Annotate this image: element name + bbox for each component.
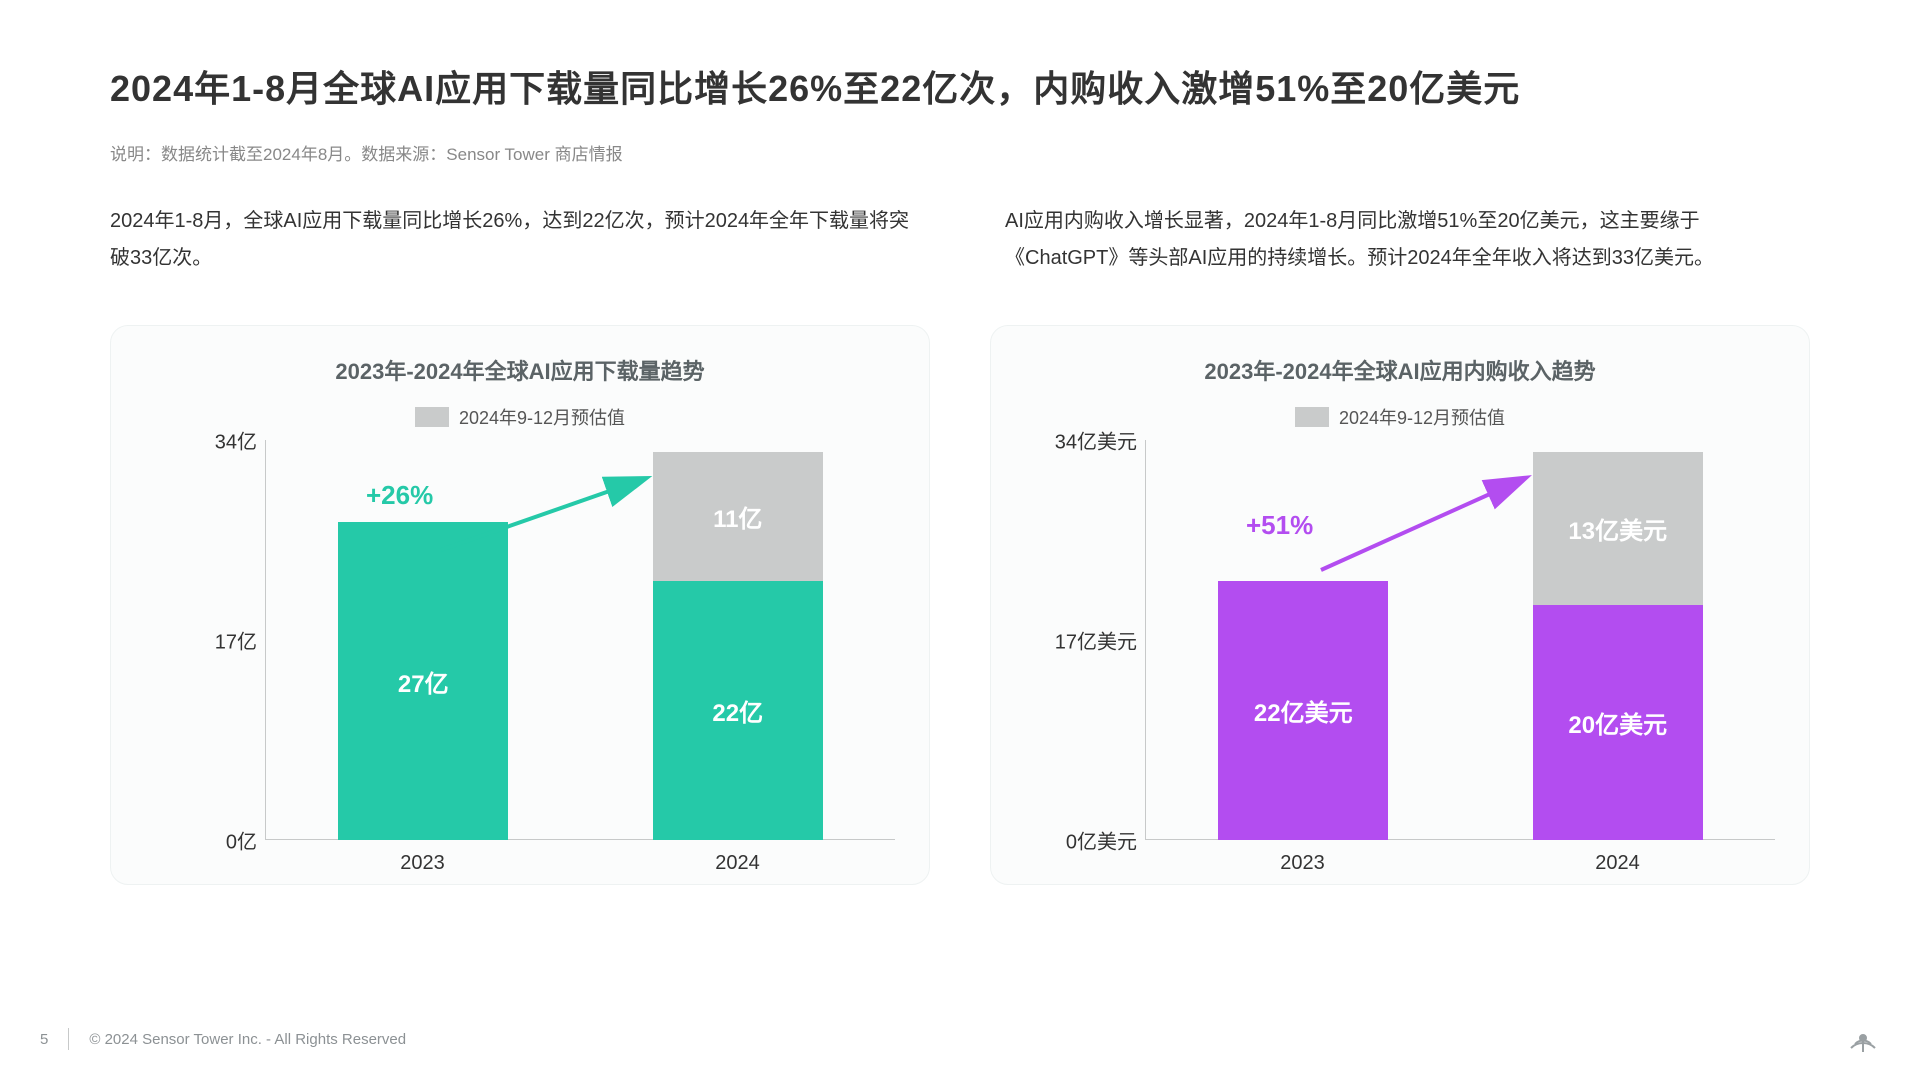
y-tick-label: 17亿: [215, 626, 257, 655]
bar-slot: 13亿美元20亿美元: [1461, 440, 1776, 840]
bar: 13亿美元20亿美元: [1533, 452, 1703, 840]
revenue-x-axis: 20232024: [1145, 840, 1775, 875]
downloads-y-axis: 0亿17亿34亿: [145, 440, 265, 840]
revenue-plot-area: 22亿美元13亿美元20亿美元 +51%: [1145, 440, 1775, 840]
y-tick-label: 34亿: [215, 426, 257, 455]
bar-segment-actual: 27亿: [338, 522, 508, 840]
bar: 27亿: [338, 522, 508, 840]
legend-label: 2024年9-12月预估值: [1339, 404, 1505, 430]
y-tick-label: 0亿: [226, 826, 257, 855]
x-tick-label: 2023: [1145, 840, 1460, 875]
bar: 22亿美元: [1218, 581, 1388, 840]
downloads-plot-area: 27亿11亿22亿 +26%: [265, 440, 895, 840]
revenue-chart-card: 2023年-2024年全球AI应用内购收入趋势 2024年9-12月预估值 0亿…: [990, 325, 1810, 885]
revenue-y-axis: 0亿美元17亿美元34亿美元: [1025, 440, 1145, 840]
downloads-plot: 0亿17亿34亿 27亿11亿22亿 +26%: [145, 440, 895, 840]
bar-segment-estimate: 11亿: [653, 452, 823, 581]
revenue-chart-legend: 2024年9-12月预估值: [1025, 404, 1775, 430]
y-tick-label: 0亿美元: [1066, 826, 1137, 855]
downloads-chart-card: 2023年-2024年全球AI应用下载量趋势 2024年9-12月预估值 0亿1…: [110, 325, 930, 885]
charts-row: 2023年-2024年全球AI应用下载量趋势 2024年9-12月预估值 0亿1…: [110, 325, 1810, 885]
revenue-plot: 0亿美元17亿美元34亿美元 22亿美元13亿美元20亿美元 +51%: [1025, 440, 1775, 840]
description-right: AI应用内购收入增长显著，2024年1-8月同比激增51%至20亿美元，这主要缘…: [1005, 203, 1810, 277]
downloads-x-axis: 20232024: [265, 840, 895, 875]
bar-slot: 27亿: [266, 440, 581, 840]
legend-swatch: [415, 407, 449, 427]
y-tick-label: 17亿美元: [1055, 626, 1137, 655]
bar-slot: 22亿美元: [1146, 440, 1461, 840]
description-row: 2024年1-8月，全球AI应用下载量同比增长26%，达到22亿次，预计2024…: [110, 203, 1810, 277]
x-tick-label: 2024: [1460, 840, 1775, 875]
sensor-tower-logo-icon: [1846, 1020, 1880, 1058]
x-tick-label: 2024: [580, 840, 895, 875]
bar-segment-estimate: 13亿美元: [1533, 452, 1703, 605]
page-number: 5: [40, 1031, 48, 1048]
revenue-bars: 22亿美元 13亿美元20亿美元: [1146, 440, 1775, 840]
downloads-chart-title: 2023年-2024年全球AI应用下载量趋势: [145, 354, 895, 386]
subtitle: 说明：数据统计截至2024年8月。数据来源：Sensor Tower 商店情报: [110, 140, 1810, 165]
page-title: 2024年1-8月全球AI应用下载量同比增长26%至22亿次，内购收入激增51%…: [110, 60, 1810, 112]
bar-slot: 11亿22亿: [581, 440, 896, 840]
bar: 11亿22亿: [653, 452, 823, 840]
downloads-bars: 27亿 11亿22亿: [266, 440, 895, 840]
bar-segment-actual: 22亿美元: [1218, 581, 1388, 840]
legend-label: 2024年9-12月预估值: [459, 404, 625, 430]
bar-segment-actual: 22亿: [653, 581, 823, 840]
footer-separator: [68, 1028, 69, 1050]
description-left: 2024年1-8月，全球AI应用下载量同比增长26%，达到22亿次，预计2024…: [110, 203, 915, 277]
revenue-chart-title: 2023年-2024年全球AI应用内购收入趋势: [1025, 354, 1775, 386]
x-tick-label: 2023: [265, 840, 580, 875]
downloads-chart-legend: 2024年9-12月预估值: [145, 404, 895, 430]
y-tick-label: 34亿美元: [1055, 426, 1137, 455]
footer: 5 © 2024 Sensor Tower Inc. - All Rights …: [0, 1020, 1920, 1058]
footer-copyright: © 2024 Sensor Tower Inc. - All Rights Re…: [89, 1031, 406, 1048]
bar-segment-actual: 20亿美元: [1533, 605, 1703, 840]
legend-swatch: [1295, 407, 1329, 427]
